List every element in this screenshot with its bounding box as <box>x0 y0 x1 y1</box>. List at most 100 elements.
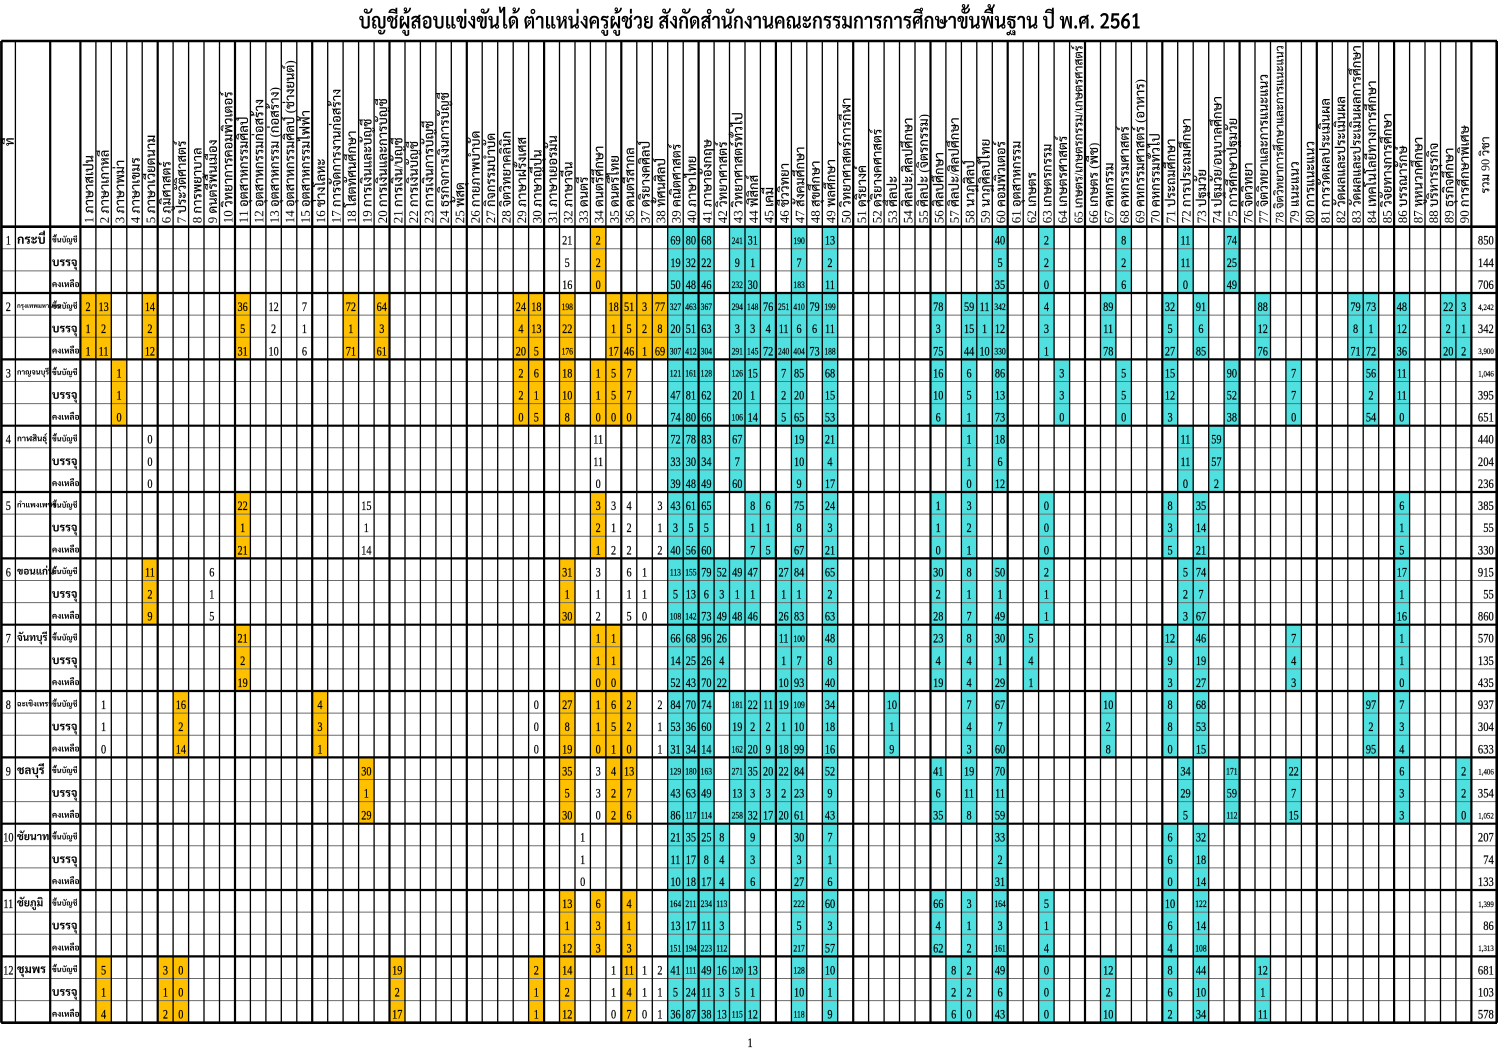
svg-text:3: 3 <box>827 522 832 535</box>
svg-text:18: 18 <box>686 876 697 889</box>
svg-text:46: 46 <box>701 279 712 292</box>
svg-text:10: 10 <box>825 965 836 978</box>
svg-text:4: 4 <box>827 456 832 469</box>
svg-text:7: 7 <box>6 633 11 646</box>
svg-text:12: 12 <box>1103 965 1113 978</box>
svg-text:223: 223 <box>701 944 712 954</box>
svg-text:80: 80 <box>686 412 697 425</box>
svg-text:4: 4 <box>317 699 322 712</box>
svg-text:22: 22 <box>562 323 572 336</box>
svg-text:2: 2 <box>627 545 632 558</box>
svg-text:25: 25 <box>1227 257 1238 270</box>
svg-text:78: 78 <box>933 301 944 314</box>
svg-text:3: 3 <box>657 500 662 513</box>
svg-text:49: 49 <box>701 478 712 491</box>
svg-text:3: 3 <box>1399 810 1404 823</box>
svg-text:1: 1 <box>982 323 987 336</box>
svg-text:1: 1 <box>1260 987 1265 1000</box>
svg-text:22: 22 <box>701 257 711 270</box>
svg-text:13: 13 <box>531 323 542 336</box>
svg-text:11: 11 <box>145 567 155 580</box>
svg-text:1: 1 <box>967 589 972 602</box>
svg-text:9: 9 <box>827 1009 832 1022</box>
svg-text:0: 0 <box>627 412 632 425</box>
svg-text:1: 1 <box>642 589 647 602</box>
svg-text:129: 129 <box>670 767 681 777</box>
svg-text:0: 0 <box>518 412 523 425</box>
svg-text:40: 40 <box>670 545 681 558</box>
svg-text:30: 30 <box>933 567 944 580</box>
svg-text:86: 86 <box>1483 919 1494 933</box>
svg-text:6: 6 <box>627 810 632 823</box>
svg-text:11: 11 <box>995 788 1005 801</box>
svg-text:151: 151 <box>670 944 681 954</box>
svg-text:20: 20 <box>779 810 790 823</box>
svg-text:11: 11 <box>593 456 603 469</box>
svg-text:7: 7 <box>967 699 972 712</box>
svg-text:13: 13 <box>995 390 1006 403</box>
svg-text:164: 164 <box>994 900 1006 910</box>
svg-text:2: 2 <box>951 987 956 1000</box>
svg-text:8: 8 <box>1106 744 1111 757</box>
svg-text:19: 19 <box>562 744 573 757</box>
svg-text:5: 5 <box>781 412 786 425</box>
svg-text:24: 24 <box>686 987 697 1000</box>
svg-text:49: 49 <box>732 567 743 580</box>
svg-text:13: 13 <box>624 766 635 779</box>
svg-text:6: 6 <box>1167 854 1172 867</box>
svg-text:6: 6 <box>1399 500 1404 513</box>
svg-text:8: 8 <box>6 699 11 712</box>
svg-text:18: 18 <box>1196 854 1207 867</box>
svg-text:6: 6 <box>766 500 771 513</box>
svg-text:4: 4 <box>936 655 941 668</box>
svg-text:29: 29 <box>1180 788 1191 801</box>
svg-text:5: 5 <box>627 611 632 624</box>
svg-text:72: 72 <box>670 434 680 447</box>
svg-text:0: 0 <box>596 677 601 690</box>
svg-text:0: 0 <box>596 478 601 491</box>
svg-text:52: 52 <box>825 766 835 779</box>
svg-text:56: 56 <box>1366 368 1377 381</box>
svg-text:5: 5 <box>1183 810 1188 823</box>
svg-text:18: 18 <box>531 301 542 314</box>
svg-text:1: 1 <box>766 522 771 535</box>
svg-text:2: 2 <box>827 257 832 270</box>
svg-text:35: 35 <box>1196 500 1207 513</box>
svg-text:8: 8 <box>951 965 956 978</box>
svg-text:22: 22 <box>1289 766 1299 779</box>
svg-text:14: 14 <box>562 965 573 978</box>
svg-text:7: 7 <box>750 545 755 558</box>
svg-text:68: 68 <box>825 368 836 381</box>
svg-text:66: 66 <box>933 898 944 911</box>
svg-text:31: 31 <box>562 567 572 580</box>
svg-text:1: 1 <box>997 589 1002 602</box>
svg-text:1: 1 <box>364 522 369 535</box>
svg-text:6: 6 <box>936 788 941 801</box>
svg-text:1: 1 <box>1399 522 1404 535</box>
svg-text:2: 2 <box>178 721 183 734</box>
svg-text:330: 330 <box>1478 543 1494 557</box>
svg-text:69: 69 <box>670 235 681 248</box>
svg-text:9: 9 <box>147 611 152 624</box>
svg-text:2: 2 <box>147 589 152 602</box>
svg-text:74: 74 <box>670 412 681 425</box>
svg-text:109: 109 <box>793 701 804 711</box>
svg-text:78: 78 <box>1103 346 1114 359</box>
svg-text:121: 121 <box>670 369 681 379</box>
svg-text:0: 0 <box>642 611 647 624</box>
svg-text:2: 2 <box>967 987 972 1000</box>
svg-text:67: 67 <box>1196 611 1207 624</box>
svg-text:0: 0 <box>1399 677 1404 690</box>
svg-text:11: 11 <box>779 323 789 336</box>
svg-text:1: 1 <box>611 744 616 757</box>
svg-text:1: 1 <box>781 589 786 602</box>
svg-text:26: 26 <box>701 655 712 668</box>
svg-text:1: 1 <box>627 920 632 933</box>
svg-text:23: 23 <box>794 788 805 801</box>
svg-text:41: 41 <box>933 766 943 779</box>
svg-text:291: 291 <box>732 347 743 357</box>
svg-text:8: 8 <box>750 500 755 513</box>
svg-text:1: 1 <box>781 655 786 668</box>
svg-text:2: 2 <box>1106 987 1111 1000</box>
svg-text:18: 18 <box>995 434 1006 447</box>
